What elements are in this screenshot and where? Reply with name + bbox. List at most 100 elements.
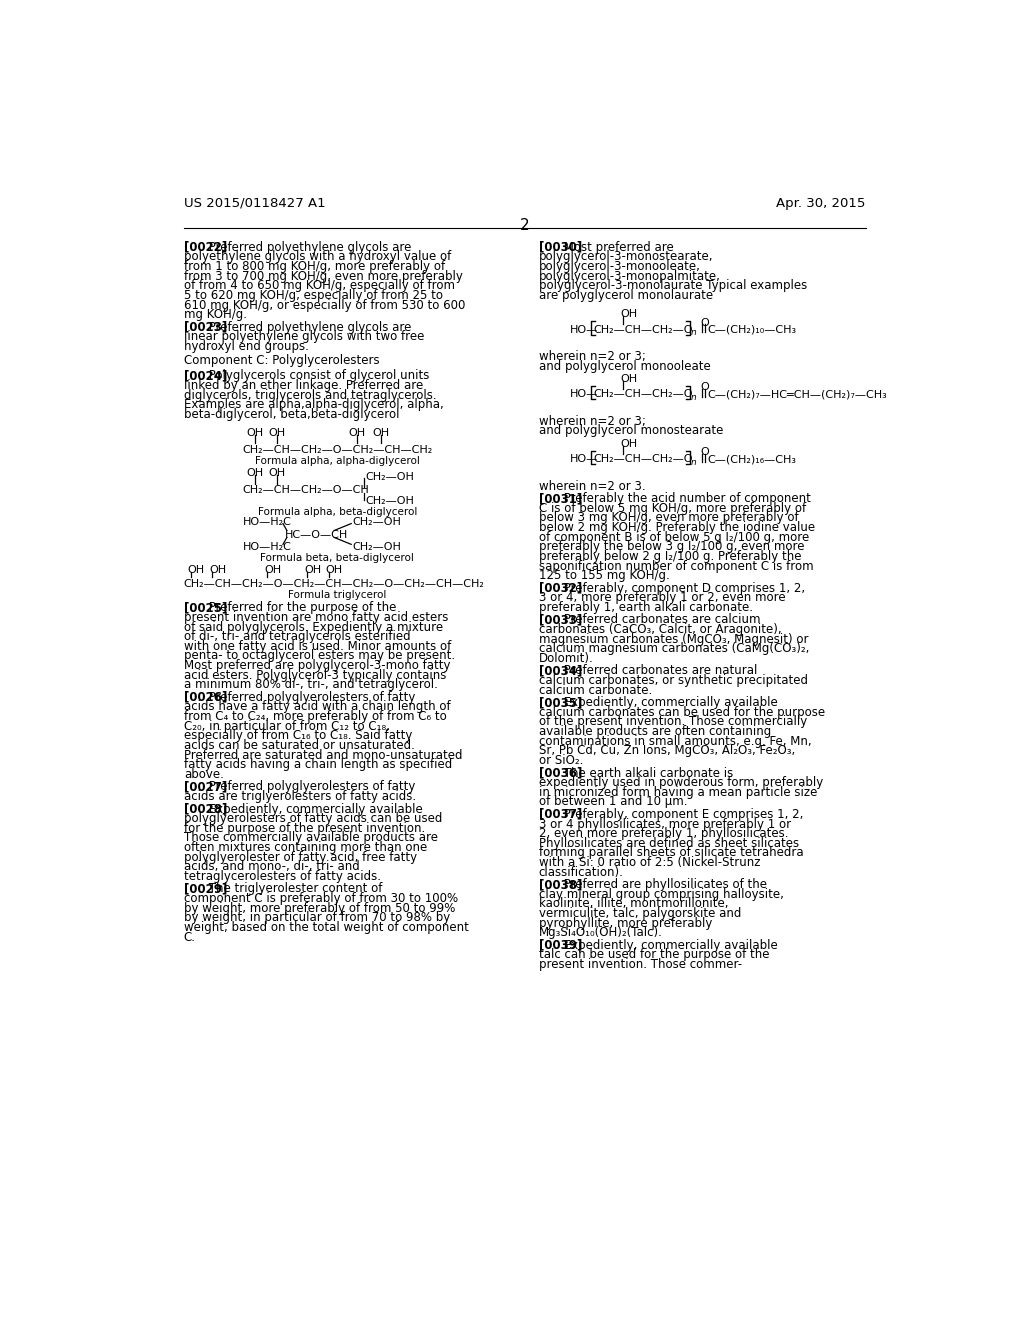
Text: OH: OH bbox=[621, 309, 637, 319]
Text: [0023]: [0023] bbox=[183, 321, 227, 334]
Text: are polyglycerol monolaurate: are polyglycerol monolaurate bbox=[539, 289, 713, 302]
Text: [0035]: [0035] bbox=[539, 696, 582, 709]
Text: OH: OH bbox=[621, 438, 637, 449]
Text: C—(CH₂)₁₆—CH₃: C—(CH₂)₁₆—CH₃ bbox=[708, 454, 797, 465]
Text: CH₂—OH: CH₂—OH bbox=[366, 496, 414, 506]
Text: and polyglycerol monooleate: and polyglycerol monooleate bbox=[539, 359, 711, 372]
Text: CH₂—OH: CH₂—OH bbox=[352, 517, 401, 528]
Text: beta-diglycerol, beta,beta-diglycerol: beta-diglycerol, beta,beta-diglycerol bbox=[183, 408, 399, 421]
Text: linked by an ether linkage. Preferred are: linked by an ether linkage. Preferred ar… bbox=[183, 379, 423, 392]
Text: Formula beta, beta-diglycerol: Formula beta, beta-diglycerol bbox=[260, 553, 414, 562]
Text: classification).: classification). bbox=[539, 866, 624, 879]
Text: Preferred polyethylene glycols are: Preferred polyethylene glycols are bbox=[205, 321, 412, 334]
Text: available products are often containing: available products are often containing bbox=[539, 725, 771, 738]
Text: calcium carbonates, or synthetic precipitated: calcium carbonates, or synthetic precipi… bbox=[539, 675, 808, 688]
Text: from C₄ to C₂₄, more preferably of from C₆ to: from C₄ to C₂₄, more preferably of from … bbox=[183, 710, 446, 723]
Text: calcium carbonate.: calcium carbonate. bbox=[539, 684, 652, 697]
Text: [0030]: [0030] bbox=[539, 240, 582, 253]
Text: 3 or 4, more preferably 1 or 2, even more: 3 or 4, more preferably 1 or 2, even mor… bbox=[539, 591, 785, 605]
Text: US 2015/0118427 A1: US 2015/0118427 A1 bbox=[183, 197, 326, 210]
Text: Expediently, commercially available: Expediently, commercially available bbox=[560, 696, 777, 709]
Text: CH₂—CH—CH₂—O: CH₂—CH—CH₂—O bbox=[593, 325, 692, 334]
Text: in micronized form having a mean particle size: in micronized form having a mean particl… bbox=[539, 785, 817, 799]
Text: polyglycerol-3-monopalmitate,: polyglycerol-3-monopalmitate, bbox=[539, 269, 721, 282]
Text: [0031]: [0031] bbox=[539, 492, 582, 506]
Text: hydroxyl end groups.: hydroxyl end groups. bbox=[183, 341, 308, 352]
Text: Formula alpha, beta-diglycerol: Formula alpha, beta-diglycerol bbox=[258, 507, 417, 516]
Text: component C is preferably of from 30 to 100%: component C is preferably of from 30 to … bbox=[183, 892, 458, 906]
Text: Dolomit).: Dolomit). bbox=[539, 652, 594, 665]
Text: OH: OH bbox=[621, 374, 637, 384]
Text: magnesium carbonates (MgCO₃, Magnesit) or: magnesium carbonates (MgCO₃, Magnesit) o… bbox=[539, 632, 808, 645]
Text: 125 to 155 mg KOH/g.: 125 to 155 mg KOH/g. bbox=[539, 569, 670, 582]
Text: 2: 2 bbox=[520, 218, 529, 232]
Text: [0025]: [0025] bbox=[183, 602, 227, 614]
Text: from 1 to 800 mg KOH/g, more preferably of: from 1 to 800 mg KOH/g, more preferably … bbox=[183, 260, 444, 273]
Text: 610 mg KOH/g, or especially of from 530 to 600: 610 mg KOH/g, or especially of from 530 … bbox=[183, 298, 465, 312]
Text: OH: OH bbox=[247, 469, 263, 478]
Text: Examples are alpha,alpha-diglycerol, alpha,: Examples are alpha,alpha-diglycerol, alp… bbox=[183, 399, 443, 412]
Text: [0037]: [0037] bbox=[539, 808, 582, 821]
Text: polyglyerolester of fatty acid, free fatty: polyglyerolester of fatty acid, free fat… bbox=[183, 850, 417, 863]
Text: HO—: HO— bbox=[569, 389, 598, 400]
Text: Preferred for the purpose of the: Preferred for the purpose of the bbox=[205, 602, 396, 614]
Text: OH: OH bbox=[326, 565, 343, 576]
Text: [0032]: [0032] bbox=[539, 582, 582, 595]
Text: acids can be saturated or unsaturated.: acids can be saturated or unsaturated. bbox=[183, 739, 415, 752]
Text: CH₂—CH—CH₂—O: CH₂—CH—CH₂—O bbox=[593, 454, 692, 465]
Text: OH: OH bbox=[349, 428, 366, 438]
Text: of between 1 and 10 μm.: of between 1 and 10 μm. bbox=[539, 796, 687, 808]
Text: CH₂—CH—CH₂—O—CH₂—CH—CH₂: CH₂—CH—CH₂—O—CH₂—CH—CH₂ bbox=[243, 445, 433, 455]
Text: wherein n=2 or 3.: wherein n=2 or 3. bbox=[539, 479, 645, 492]
Text: HO—H₂C: HO—H₂C bbox=[243, 543, 292, 552]
Text: polyglycerol-3-monolaurate Typical examples: polyglycerol-3-monolaurate Typical examp… bbox=[539, 280, 807, 292]
Text: of the present invention. Those commercially: of the present invention. Those commerci… bbox=[539, 715, 807, 729]
Text: from 3 to 700 mg KOH/g, even more preferably: from 3 to 700 mg KOH/g, even more prefer… bbox=[183, 269, 463, 282]
Text: HO—: HO— bbox=[569, 454, 598, 465]
Text: Preferred are phyllosilicates of the: Preferred are phyllosilicates of the bbox=[560, 878, 767, 891]
Text: [0026]: [0026] bbox=[183, 690, 227, 704]
Text: pyrophyllite, more preferably: pyrophyllite, more preferably bbox=[539, 916, 712, 929]
Text: forming parallel sheets of silicate tetrahedra: forming parallel sheets of silicate tetr… bbox=[539, 846, 804, 859]
Text: Expediently, commercially available: Expediently, commercially available bbox=[205, 803, 423, 816]
Text: above.: above. bbox=[183, 768, 223, 781]
Text: acid esters. Polyglycerol-3 typically contains: acid esters. Polyglycerol-3 typically co… bbox=[183, 669, 446, 681]
Text: [0038]: [0038] bbox=[539, 878, 582, 891]
Text: wherein n=2 or 3;: wherein n=2 or 3; bbox=[539, 414, 645, 428]
Text: OH: OH bbox=[372, 428, 389, 438]
Text: OH: OH bbox=[209, 565, 226, 576]
Text: by weight, more preferably of from 50 to 99%: by weight, more preferably of from 50 to… bbox=[183, 902, 456, 915]
Text: OH: OH bbox=[268, 428, 286, 438]
Text: O: O bbox=[700, 447, 709, 457]
Text: Most preferred are polyglycerol-3-mono fatty: Most preferred are polyglycerol-3-mono f… bbox=[183, 659, 451, 672]
Text: and polyglycerol monostearate: and polyglycerol monostearate bbox=[539, 425, 723, 437]
Text: weight, based on the total weight of component: weight, based on the total weight of com… bbox=[183, 921, 469, 933]
Text: n: n bbox=[690, 393, 696, 403]
Text: CH₂—OH: CH₂—OH bbox=[352, 543, 401, 552]
Text: 5 to 620 mg KOH/g, especially of from 25 to: 5 to 620 mg KOH/g, especially of from 25… bbox=[183, 289, 442, 302]
Text: 3 or 4 phyllosilicates, more preferably 1 or: 3 or 4 phyllosilicates, more preferably … bbox=[539, 817, 791, 830]
Text: of said polyglycerols. Expediently a mixture: of said polyglycerols. Expediently a mix… bbox=[183, 620, 443, 634]
Text: for the purpose of the present invention.: for the purpose of the present invention… bbox=[183, 822, 425, 834]
Text: C₂₀, in particular of from C₁₂ to C₁₈,: C₂₀, in particular of from C₁₂ to C₁₈, bbox=[183, 719, 390, 733]
Text: a minimum 80% di-, tri-, and tetraglycerol.: a minimum 80% di-, tri-, and tetraglycer… bbox=[183, 678, 437, 692]
Text: polyglycerol-3-monooleate,: polyglycerol-3-monooleate, bbox=[539, 260, 700, 273]
Text: HC—O—CH: HC—O—CH bbox=[285, 529, 348, 540]
Text: saponification number of component C is from: saponification number of component C is … bbox=[539, 560, 813, 573]
Text: kaolinite, illite, montmorillonite,: kaolinite, illite, montmorillonite, bbox=[539, 898, 728, 911]
Text: often mixtures containing more than one: often mixtures containing more than one bbox=[183, 841, 427, 854]
Text: with one fatty acid is used. Minor amounts of: with one fatty acid is used. Minor amoun… bbox=[183, 640, 451, 653]
Text: calcium carbonates can be used for the purpose: calcium carbonates can be used for the p… bbox=[539, 706, 825, 719]
Text: HO—: HO— bbox=[569, 325, 598, 334]
Text: penta- to octaglycerol esters may be present.: penta- to octaglycerol esters may be pre… bbox=[183, 649, 455, 663]
Text: n: n bbox=[690, 458, 696, 467]
Text: Expediently, commercially available: Expediently, commercially available bbox=[560, 939, 777, 952]
Text: [0022]: [0022] bbox=[183, 240, 227, 253]
Text: Component C: Polyglycerolesters: Component C: Polyglycerolesters bbox=[183, 354, 380, 367]
Text: Most preferred are: Most preferred are bbox=[560, 240, 674, 253]
Text: Preferably, component E comprises 1, 2,: Preferably, component E comprises 1, 2, bbox=[560, 808, 803, 821]
Text: contaminations in small amounts, e.g. Fe, Mn,: contaminations in small amounts, e.g. Fe… bbox=[539, 735, 811, 747]
Text: Preferred polyglyerolesters of fatty: Preferred polyglyerolesters of fatty bbox=[205, 690, 416, 704]
Text: [0028]: [0028] bbox=[183, 803, 227, 816]
Text: OH: OH bbox=[187, 565, 205, 576]
